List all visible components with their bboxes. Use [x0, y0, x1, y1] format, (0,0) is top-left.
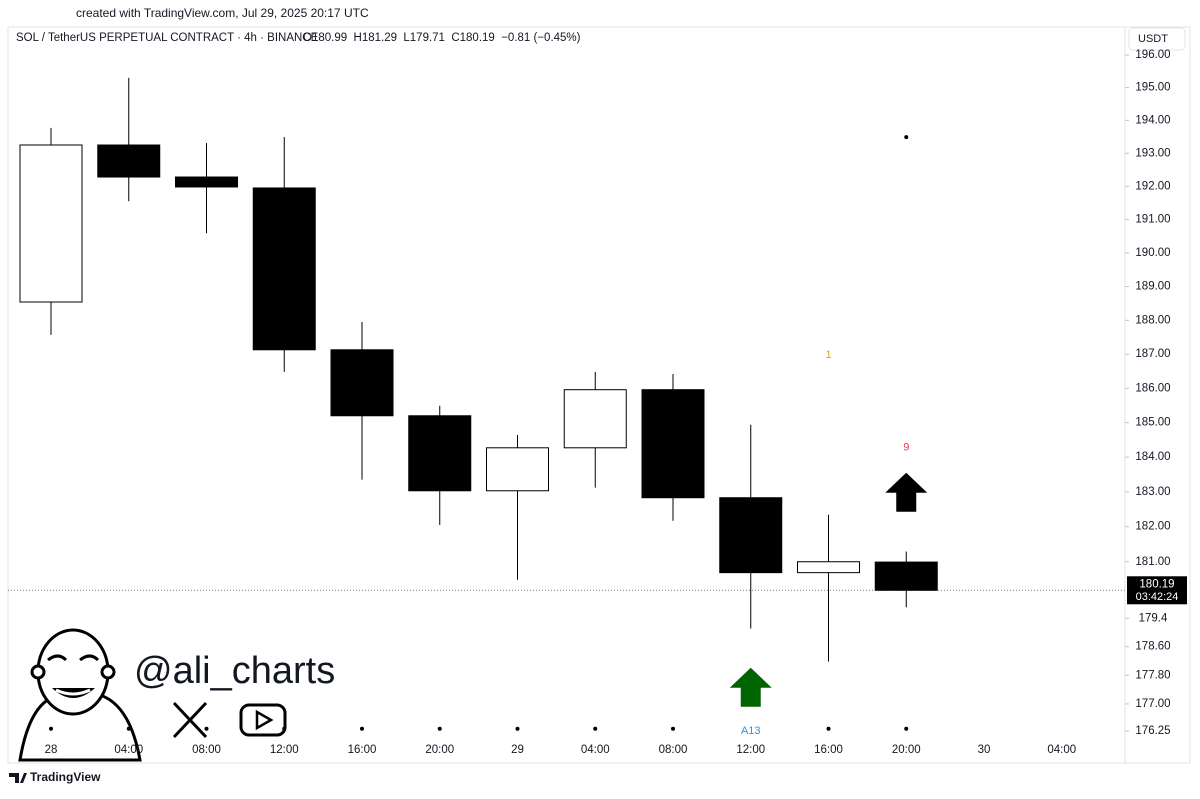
candle-body: [563, 389, 627, 449]
signal-dot: [826, 726, 831, 731]
y-tick-label: 178.60: [1135, 641, 1170, 653]
signal-label: A13: [741, 725, 761, 737]
y-tick-label: 183.00: [1135, 486, 1170, 498]
y-tick-label: 190.00: [1135, 247, 1170, 259]
last-price-box: [1127, 576, 1187, 605]
signal-arrow: [729, 667, 772, 707]
x-tick-label: 16:00: [814, 744, 843, 756]
signal-label: 9: [903, 442, 909, 454]
y-tick-label: 185.00: [1135, 417, 1170, 429]
signal-arrow: [885, 472, 928, 512]
signal-label: 1: [825, 349, 831, 361]
candle-body: [97, 144, 161, 178]
chart-frame: [7, 26, 1191, 764]
signal-dot: [360, 726, 364, 731]
y-tick-label: 192.00: [1135, 180, 1170, 192]
y-tick-label: 188.00: [1135, 314, 1170, 326]
y-tick-label: 181.00: [1135, 556, 1170, 568]
signal-dot: [593, 726, 598, 731]
y-tick-label: 189.00: [1135, 281, 1170, 293]
x-tick-label: 16:00: [348, 744, 377, 756]
candle-body: [797, 561, 860, 574]
y-tick-label: 196.00: [1135, 49, 1170, 61]
y-tick-label: 186.00: [1135, 382, 1170, 394]
avatar: [18, 628, 142, 762]
y-tick-label: 193.00: [1135, 147, 1170, 159]
last-price-label: 180.19: [1139, 578, 1174, 590]
x-tick-label: 20:00: [892, 744, 921, 756]
candle-body: [330, 349, 394, 417]
y-tick-label: 187.00: [1135, 348, 1170, 360]
signal-dot: [904, 726, 909, 731]
candle-body: [641, 389, 705, 499]
handle: @ali_charts: [134, 650, 335, 692]
x-tick-label: 20:00: [425, 744, 454, 756]
y-tick-label: 191.00: [1135, 214, 1170, 226]
y-tick-label: 194.00: [1135, 114, 1170, 126]
y-tick-label: 177.80: [1135, 669, 1170, 681]
currency-box: [1128, 27, 1186, 51]
countdown: 03:42:24: [1136, 591, 1179, 603]
signal-dot: [126, 726, 131, 731]
x-tick-label: 29: [511, 744, 524, 756]
x-tick-label: 30: [978, 744, 991, 756]
brand: TradingView: [30, 770, 101, 784]
candle-body: [19, 144, 83, 303]
youtube-icon: [239, 703, 287, 737]
created-with: created with TradingView.com, Jul 29, 20…: [76, 6, 369, 20]
x-tick-label: 08:00: [659, 744, 688, 756]
y-tick-label: 177.00: [1135, 698, 1170, 710]
signal-dot: [904, 135, 909, 140]
x-tick-label: 04:00: [581, 744, 610, 756]
signal-dot: [515, 726, 520, 731]
candle-body: [408, 415, 472, 492]
signal-dot: [49, 726, 53, 731]
x-tick-label: 08:00: [192, 744, 221, 756]
y-tick-label: 176.25: [1135, 725, 1170, 737]
x-tick-label: 04:00: [114, 744, 143, 756]
x-icon: [172, 701, 208, 739]
signal-dot: [671, 726, 675, 731]
signal-dot: [282, 726, 287, 731]
candle-body: [874, 561, 938, 591]
brand-logo: [9, 773, 27, 783]
candle-body: [486, 447, 549, 492]
chart-title: SOL / TetherUS PERPETUAL CONTRACT · 4h ·…: [16, 32, 319, 44]
x-tick-label: 12:00: [270, 744, 299, 756]
ohlc-legend: O180.99 H181.29 L179.71 C180.19 −0.81 (−…: [303, 32, 581, 44]
y-tick-label: 182.00: [1135, 521, 1170, 533]
x-tick-label: 04:00: [1047, 744, 1076, 756]
x-tick-label: 28: [45, 744, 58, 756]
y-tick-label: 184.00: [1135, 451, 1170, 463]
y-tick-label: 195.00: [1135, 82, 1170, 94]
candle-body: [719, 497, 783, 574]
signal-dot: [204, 726, 209, 731]
y-tick-label: 179.4: [1139, 612, 1168, 624]
x-tick-label: 12:00: [736, 744, 765, 756]
signal-dot: [437, 726, 442, 731]
y-axis-label: USDT: [1138, 33, 1168, 45]
candle-body: [175, 176, 238, 188]
candle-body: [252, 187, 316, 351]
